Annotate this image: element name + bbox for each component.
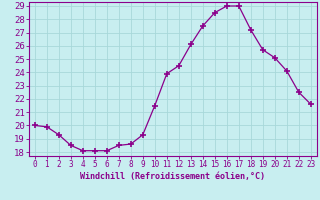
X-axis label: Windchill (Refroidissement éolien,°C): Windchill (Refroidissement éolien,°C) <box>80 172 265 181</box>
